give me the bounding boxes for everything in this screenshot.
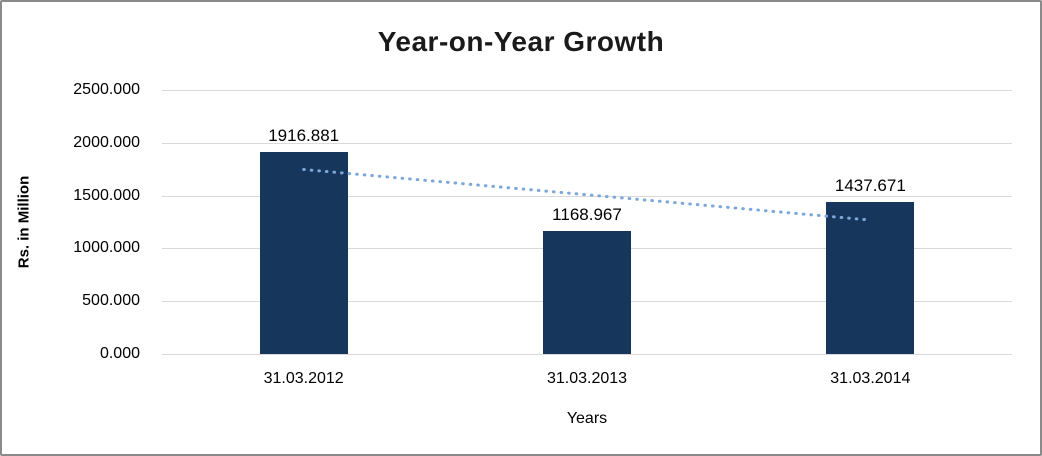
bar-31.03.2013 [543,230,631,354]
bar-data-label: 1437.671 [834,176,906,196]
bar-31.03.2014 [826,202,915,354]
x-axis-title: Years [566,410,608,427]
chart-title: Year-on-Year Growth [377,26,665,57]
bar-data-label: 1168.967 [552,204,622,224]
x-axis-tick-label: 31.03.2014 [830,370,911,387]
bar-data-label: 1916.881 [268,125,340,145]
plot-area: 1916.881 31.03.2012 1168.967 31.03.2013 1437… [162,90,1012,387]
bar-31.03.2012 [259,151,348,354]
y-axis-tick-label: 1000.000 [73,239,140,257]
y-axis-tick-label: 2000.000 [73,133,140,151]
gridline [162,142,1012,144]
x-axis-tick-label: 31.03.2012 [263,370,344,387]
y-axis-tick-label: 0.000 [99,345,140,362]
gridline [162,354,1012,355]
y-axis-tick-label: 1500.000 [73,186,140,204]
trendline [302,167,872,222]
y-axis-tick-label: 2500.000 [73,81,140,98]
y-axis-tick-labels: 0.000 500.000 1000.000 1500.000 2000.000 2500… [2,81,150,362]
gridline [162,90,1012,91]
y-axis-tick-label: 500.000 [82,292,140,310]
gridline [162,195,1012,197]
x-axis-tick-label: 31.03.2013 [546,370,628,387]
